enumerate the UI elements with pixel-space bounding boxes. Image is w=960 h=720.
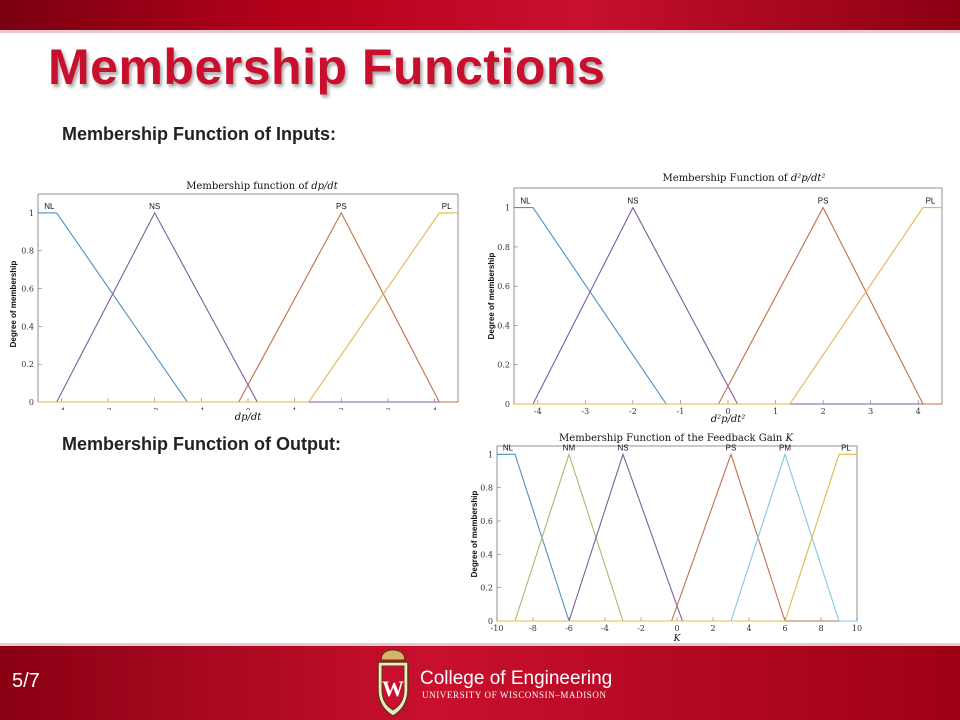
x-tick-label: 8: [818, 624, 823, 633]
y-axis-label: Degree of membership: [470, 491, 479, 578]
x-tick-label: 1: [292, 407, 297, 410]
y-tick-label: 0.6: [480, 517, 493, 526]
top-banner: [0, 0, 960, 30]
x-tick-label: 4: [432, 407, 437, 410]
y-tick-label: 0.6: [21, 285, 34, 294]
x-tick-label: 2: [821, 407, 826, 416]
top-divider: [0, 30, 960, 33]
college-of-engineering-text: College of Engineering: [420, 668, 613, 689]
y-axis-label: Degree of membership: [9, 261, 18, 348]
series-line-pl: [38, 212, 458, 403]
chart-marks: 0 0.2 0.4 0.6 0.8 1 -4 -3 -2 -1 0 1 2 3 4 NL NS PS PL: [21, 202, 458, 410]
university-text: UNIVERSITY OF WISCONSIN–MADISON: [422, 690, 607, 700]
x-tick-label: -3: [104, 407, 112, 410]
x-tick-label: 1: [773, 407, 778, 416]
chart-dp-dt-xlabel-box: dp/dt: [6, 410, 468, 428]
x-tick-label: -4: [601, 624, 609, 633]
x-tick-label: 4: [916, 407, 921, 416]
chart-d2p-dt2: Membership Function of d²p/dt² 0 0.2 0.4 0.…: [484, 164, 950, 426]
chart-feedback-gain: Membership Function of the Feedback Gain…: [468, 428, 870, 644]
x-axis-label: d²p/dt²: [711, 414, 746, 425]
mf-label-ns: NS: [627, 197, 638, 206]
inputs-subheading: Membership Function of Inputs:: [62, 124, 336, 144]
x-tick-label: 3: [868, 407, 873, 416]
y-tick-label: 0.8: [21, 247, 34, 256]
y-tick-label: 0.8: [497, 243, 510, 252]
chart-d2p-dt2-svg: Membership Function of d²p/dt² 0 0.2 0.4 0.…: [487, 173, 943, 425]
mf-label-pl: PL: [841, 443, 851, 452]
footer-banner: [0, 646, 960, 720]
page-number: 5/7: [12, 670, 40, 692]
chart-marks: 0 0.2 0.4 0.6 0.8 1 -4 -3 -2 -1 0 1 2 3 4 NL NS PS PL: [497, 197, 942, 416]
mf-label-ps: PS: [818, 197, 829, 206]
x-tick-label: -2: [637, 624, 645, 633]
x-tick-label: -2: [629, 407, 637, 416]
x-tick-label: -8: [529, 624, 537, 633]
plot-area: [37, 193, 459, 403]
x-axis-label: dp/dt: [235, 412, 263, 423]
chart-marks: 0 0.2 0.4 0.6 0.8 1 -10 -8 -6 -4 -2 0 2 4 6 8 10 NL NM NS PS…: [480, 443, 862, 633]
x-tick-label: 0: [674, 624, 679, 633]
chart-title: Membership Function of d²p/dt²: [663, 173, 826, 184]
mf-label-nl: NL: [520, 197, 531, 206]
x-tick-label: -3: [581, 407, 589, 416]
y-tick-label: 1: [488, 450, 493, 459]
mf-label-pl: PL: [442, 202, 452, 211]
chart-dp-dt: Membership function of dp/dt 0 0.2 0.4 0.6 0…: [6, 170, 468, 410]
plot-area: [496, 445, 858, 622]
x-tick-label: -2: [151, 407, 159, 410]
x-axis-label: K: [673, 634, 682, 644]
mf-label-pm: PM: [779, 443, 791, 452]
plot-area: [513, 187, 943, 405]
y-tick-label: 0: [488, 617, 493, 626]
output-subheading: Membership Function of Output:: [62, 434, 341, 454]
chart-feedback-gain-svg: Membership Function of the Feedback Gain…: [470, 433, 862, 644]
x-tick-label: 6: [782, 624, 787, 633]
y-tick-label: 0.6: [497, 282, 510, 291]
y-tick-label: 0.2: [21, 360, 34, 369]
mf-label-ns: NS: [149, 202, 160, 211]
x-tick-label: 3: [385, 407, 390, 410]
svg-text:W: W: [382, 676, 404, 701]
chart-dp-dt-svg: Membership function of dp/dt 00.20.40.60…: [9, 181, 459, 410]
x-tick-label: 0: [245, 407, 250, 410]
mf-label-nl: NL: [44, 202, 55, 211]
mf-label-ps: PS: [336, 202, 347, 211]
y-tick-label: 0: [505, 400, 510, 409]
slide-title: Membership Functions: [48, 39, 606, 95]
x-tick-label: -1: [677, 407, 685, 416]
x-tick-label: -6: [565, 624, 573, 633]
mf-label-nm: NM: [563, 443, 576, 452]
chart-title: Membership Function of the Feedback Gain…: [559, 433, 793, 444]
y-tick-label: 0.4: [480, 550, 493, 559]
x-tick-label: -4: [57, 407, 65, 410]
mf-label-pl: PL: [926, 197, 936, 206]
mf-label-nl: NL: [503, 443, 514, 452]
y-tick-label: 1: [29, 209, 34, 218]
x-tick-label: -10: [491, 624, 504, 633]
y-tick-label: 0.4: [21, 322, 34, 331]
y-tick-label: 0: [29, 398, 34, 407]
y-tick-label: 1: [505, 204, 510, 213]
chart-dp-dt-xlabel-svg: dp/dt: [235, 412, 263, 423]
y-tick-label: 0.2: [497, 361, 510, 370]
mf-label-ps: PS: [726, 443, 737, 452]
y-axis-label: Degree of membership: [487, 253, 496, 340]
x-tick-label: -4: [534, 407, 542, 416]
uw-crest-logo: W: [377, 649, 409, 717]
x-tick-label: -1: [197, 407, 205, 410]
series-line-pl: [497, 453, 857, 622]
y-tick-label: 0.8: [480, 484, 493, 493]
series-line-pl: [514, 207, 942, 405]
x-tick-label: 0: [725, 407, 730, 416]
mf-label-ns: NS: [617, 443, 628, 452]
y-tick-label: 0.4: [497, 321, 510, 330]
x-tick-label: 4: [746, 624, 751, 633]
x-tick-label: 10: [852, 624, 862, 633]
x-tick-label: 2: [710, 624, 715, 633]
chart-title: Membership function of dp/dt: [186, 181, 339, 192]
y-tick-label: 0.2: [480, 584, 493, 593]
bottom-divider: [0, 643, 960, 646]
x-tick-label: 2: [339, 407, 344, 410]
